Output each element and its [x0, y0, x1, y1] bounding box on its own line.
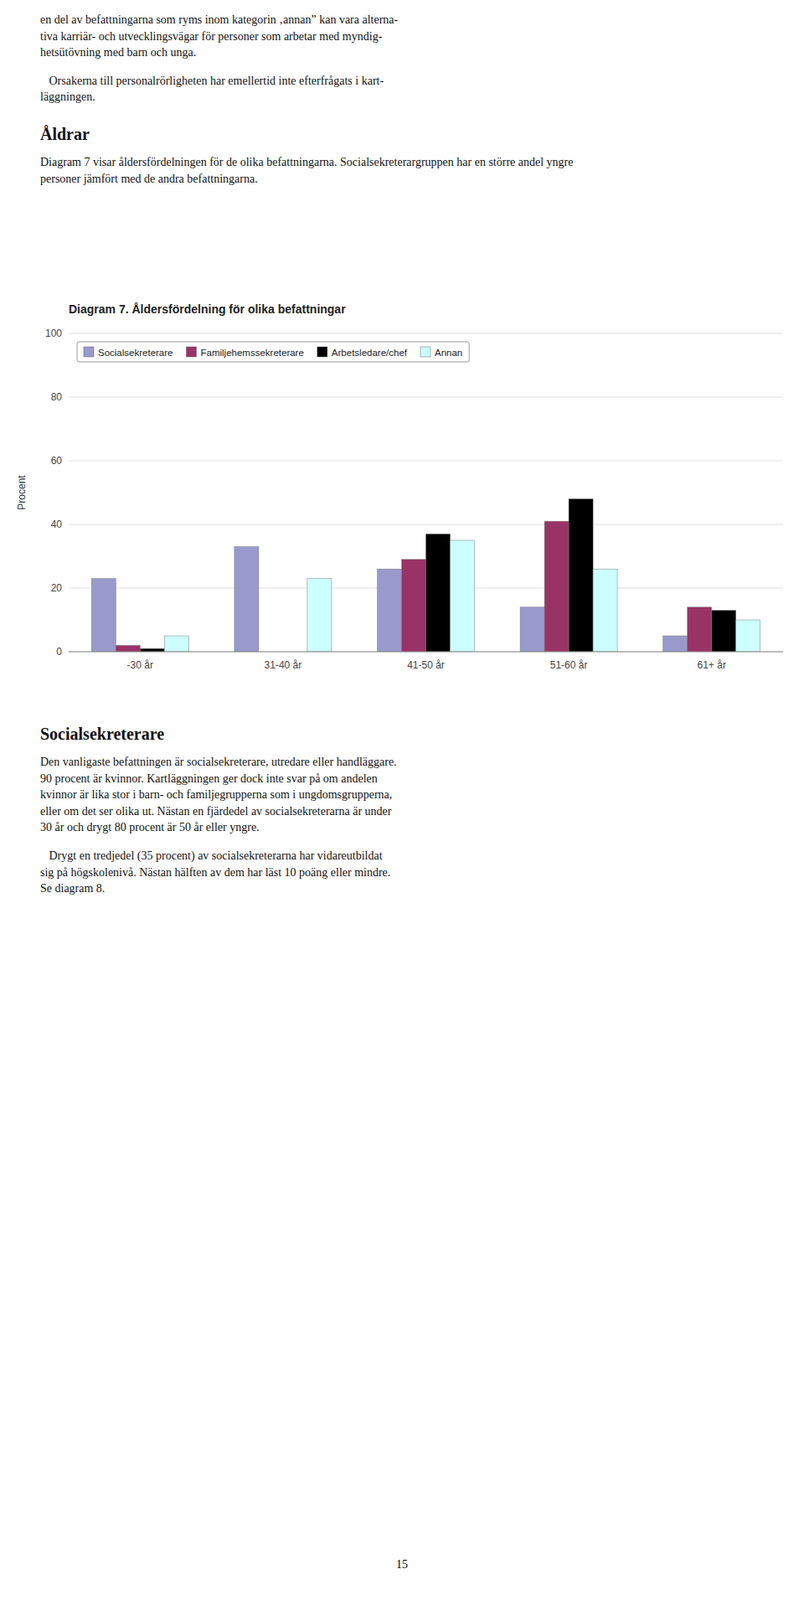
legend-swatch [83, 346, 94, 357]
x-tick-label: 31-40 år [264, 659, 303, 671]
chart-title: Diagram 7. Åldersfördelning för olika be… [68, 302, 346, 316]
legend-swatch [317, 346, 328, 357]
text-before: en del av befattningarna som ryms inom k… [40, 11, 779, 199]
paragraph: Den vanligaste befattningen är socialsek… [40, 753, 779, 836]
paragraph: Orsakerna till personalrörligheten har e… [40, 72, 779, 106]
bar [401, 559, 426, 652]
legend: Socialsekreterare Familjehemssekreterare A… [77, 341, 469, 362]
bar [592, 568, 618, 652]
bar [736, 619, 761, 652]
heading: Åldrar [40, 123, 779, 145]
legend-label: Socialsekreterare [97, 347, 173, 358]
x-tick-label: 61+ år [697, 659, 727, 671]
bar [568, 499, 593, 652]
bar [139, 648, 165, 652]
legend-swatch [420, 346, 431, 357]
y-axis-label: Procent [15, 474, 28, 511]
legend-swatch [185, 346, 196, 357]
bar [307, 578, 332, 652]
bar [115, 644, 140, 652]
x-tick-label: 51-60 år [550, 659, 588, 671]
legend-box [77, 341, 469, 362]
y-tick-label: 60 [51, 454, 63, 467]
y-tick-label: 100 [45, 327, 62, 340]
x-axis-line [68, 651, 784, 653]
y-tick-label: 80 [51, 391, 63, 403]
grid-line [68, 460, 784, 462]
bar [91, 578, 116, 652]
grid-line [68, 524, 784, 526]
x-tick-label: 41-50 år [407, 659, 445, 671]
paragraph: Drygt en tredjedel (35 procent) av socia… [40, 847, 779, 897]
grid-line [68, 396, 784, 398]
paragraph: Diagram 7 visar åldersfördelningen för d… [40, 154, 779, 187]
bar [426, 533, 451, 652]
bar [376, 568, 402, 652]
chart: Diagram 7. Åldersfördelning för olika be… [0, 293, 804, 699]
bar [520, 607, 545, 652]
bar [711, 610, 737, 652]
page-number: 15 [0, 1557, 804, 1572]
chart-svg: Diagram 7. Åldersfördelning för olika be… [0, 293, 804, 696]
grid-line [68, 651, 784, 653]
x-tick-label: -30 år [127, 659, 154, 671]
heading: Socialsekreterare [40, 723, 779, 744]
y-tick-label: 0 [56, 645, 62, 658]
bar [234, 546, 259, 652]
grid-line [68, 333, 784, 335]
legend-label: Arbetsledare/chef [331, 347, 408, 358]
bar [687, 607, 712, 652]
text-after: Socialsekreterare Den vanligaste befattni… [40, 705, 779, 909]
bar [450, 540, 475, 652]
legend-label: Familjehemssekreterare [200, 347, 304, 358]
bar [544, 520, 569, 652]
paragraph: en del av befattningarna som ryms inom k… [40, 11, 779, 62]
y-tick-label: 20 [51, 582, 63, 594]
bars [91, 499, 760, 652]
bar [663, 635, 688, 652]
y-tick-label: 40 [51, 518, 63, 531]
bar [164, 635, 189, 652]
legend-label: Annan [434, 347, 463, 358]
